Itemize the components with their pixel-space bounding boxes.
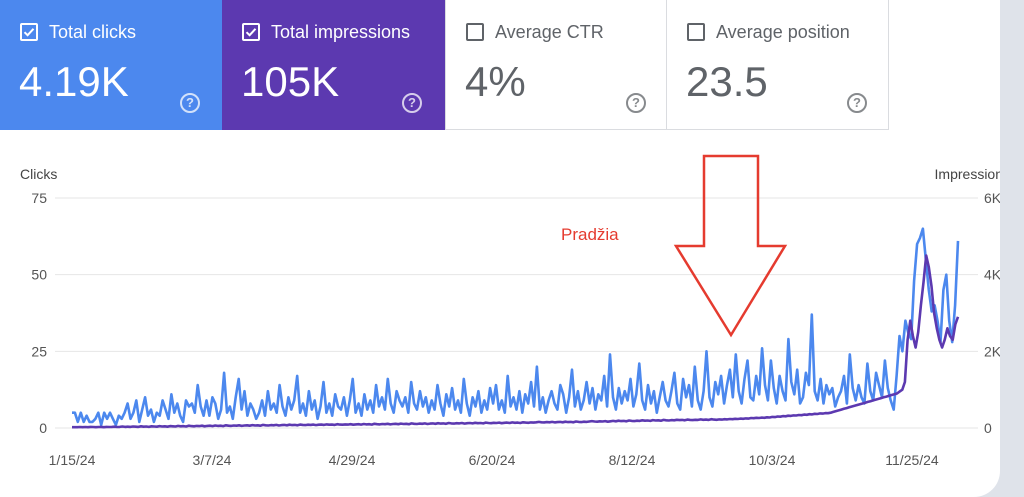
left-axis-label: Clicks — [20, 166, 57, 182]
right-tick-label: 0 — [984, 420, 992, 436]
help-icon[interactable]: ? — [402, 93, 422, 113]
metric-value: 4% — [465, 58, 526, 105]
left-tick-label: 50 — [31, 267, 47, 283]
left-tick-label: 0 — [39, 420, 47, 436]
metric-label: Average position — [716, 22, 850, 42]
performance-card: Total clicks 4.19K ? Total impressions 1… — [0, 0, 1000, 497]
help-icon[interactable]: ? — [626, 93, 646, 113]
chart-grid — [55, 197, 978, 429]
x-tick-label: 4/29/24 — [329, 452, 376, 468]
help-icon[interactable]: ? — [847, 93, 867, 113]
metric-average-position[interactable]: Average position 23.5 ? — [667, 0, 889, 130]
series-line-clicks — [72, 227, 960, 427]
metric-tabs: Total clicks 4.19K ? Total impressions 1… — [0, 0, 890, 130]
checkbox-unchecked-icon[interactable] — [687, 23, 705, 41]
x-tick-label: 8/12/24 — [609, 452, 656, 468]
series-line-impressions — [72, 254, 960, 429]
checkbox-unchecked-icon[interactable] — [466, 23, 484, 41]
left-tick-label: 25 — [31, 343, 47, 359]
right-axis-label: Impressions — [935, 166, 1000, 182]
down-arrow-icon — [673, 154, 788, 338]
x-tick-label: 1/15/24 — [49, 452, 96, 468]
left-tick-label: 75 — [31, 190, 47, 206]
metric-average-ctr[interactable]: Average CTR 4% ? — [445, 0, 667, 130]
x-tick-label: 10/3/24 — [749, 452, 796, 468]
x-tick-label: 3/7/24 — [193, 452, 232, 468]
annotation-label: Pradžia — [561, 225, 619, 244]
checkbox-checked-icon[interactable] — [242, 23, 260, 41]
metric-total-impressions[interactable]: Total impressions 105K ? — [222, 0, 445, 130]
chart-lines — [72, 227, 960, 429]
metric-label: Total clicks — [49, 22, 137, 42]
metric-value: 105K — [241, 58, 340, 105]
metric-value: 4.19K — [19, 58, 129, 105]
x-tick-label: 6/20/24 — [469, 452, 516, 468]
performance-chart: Clicks Impressions 756K504K252K001/15/24… — [20, 154, 1000, 468]
right-tick-label: 4K — [984, 267, 1000, 283]
annotation-arrow — [673, 154, 788, 338]
metric-total-clicks[interactable]: Total clicks 4.19K ? — [0, 0, 222, 130]
help-icon[interactable]: ? — [180, 93, 200, 113]
right-tick-label: 2K — [984, 343, 1000, 359]
metric-value: 23.5 — [686, 58, 768, 105]
x-tick-label: 11/25/24 — [885, 452, 939, 468]
right-tick-label: 6K — [984, 190, 1000, 206]
checkbox-checked-icon[interactable] — [20, 23, 38, 41]
metric-label: Average CTR — [495, 22, 604, 42]
metric-label: Total impressions — [271, 22, 411, 42]
